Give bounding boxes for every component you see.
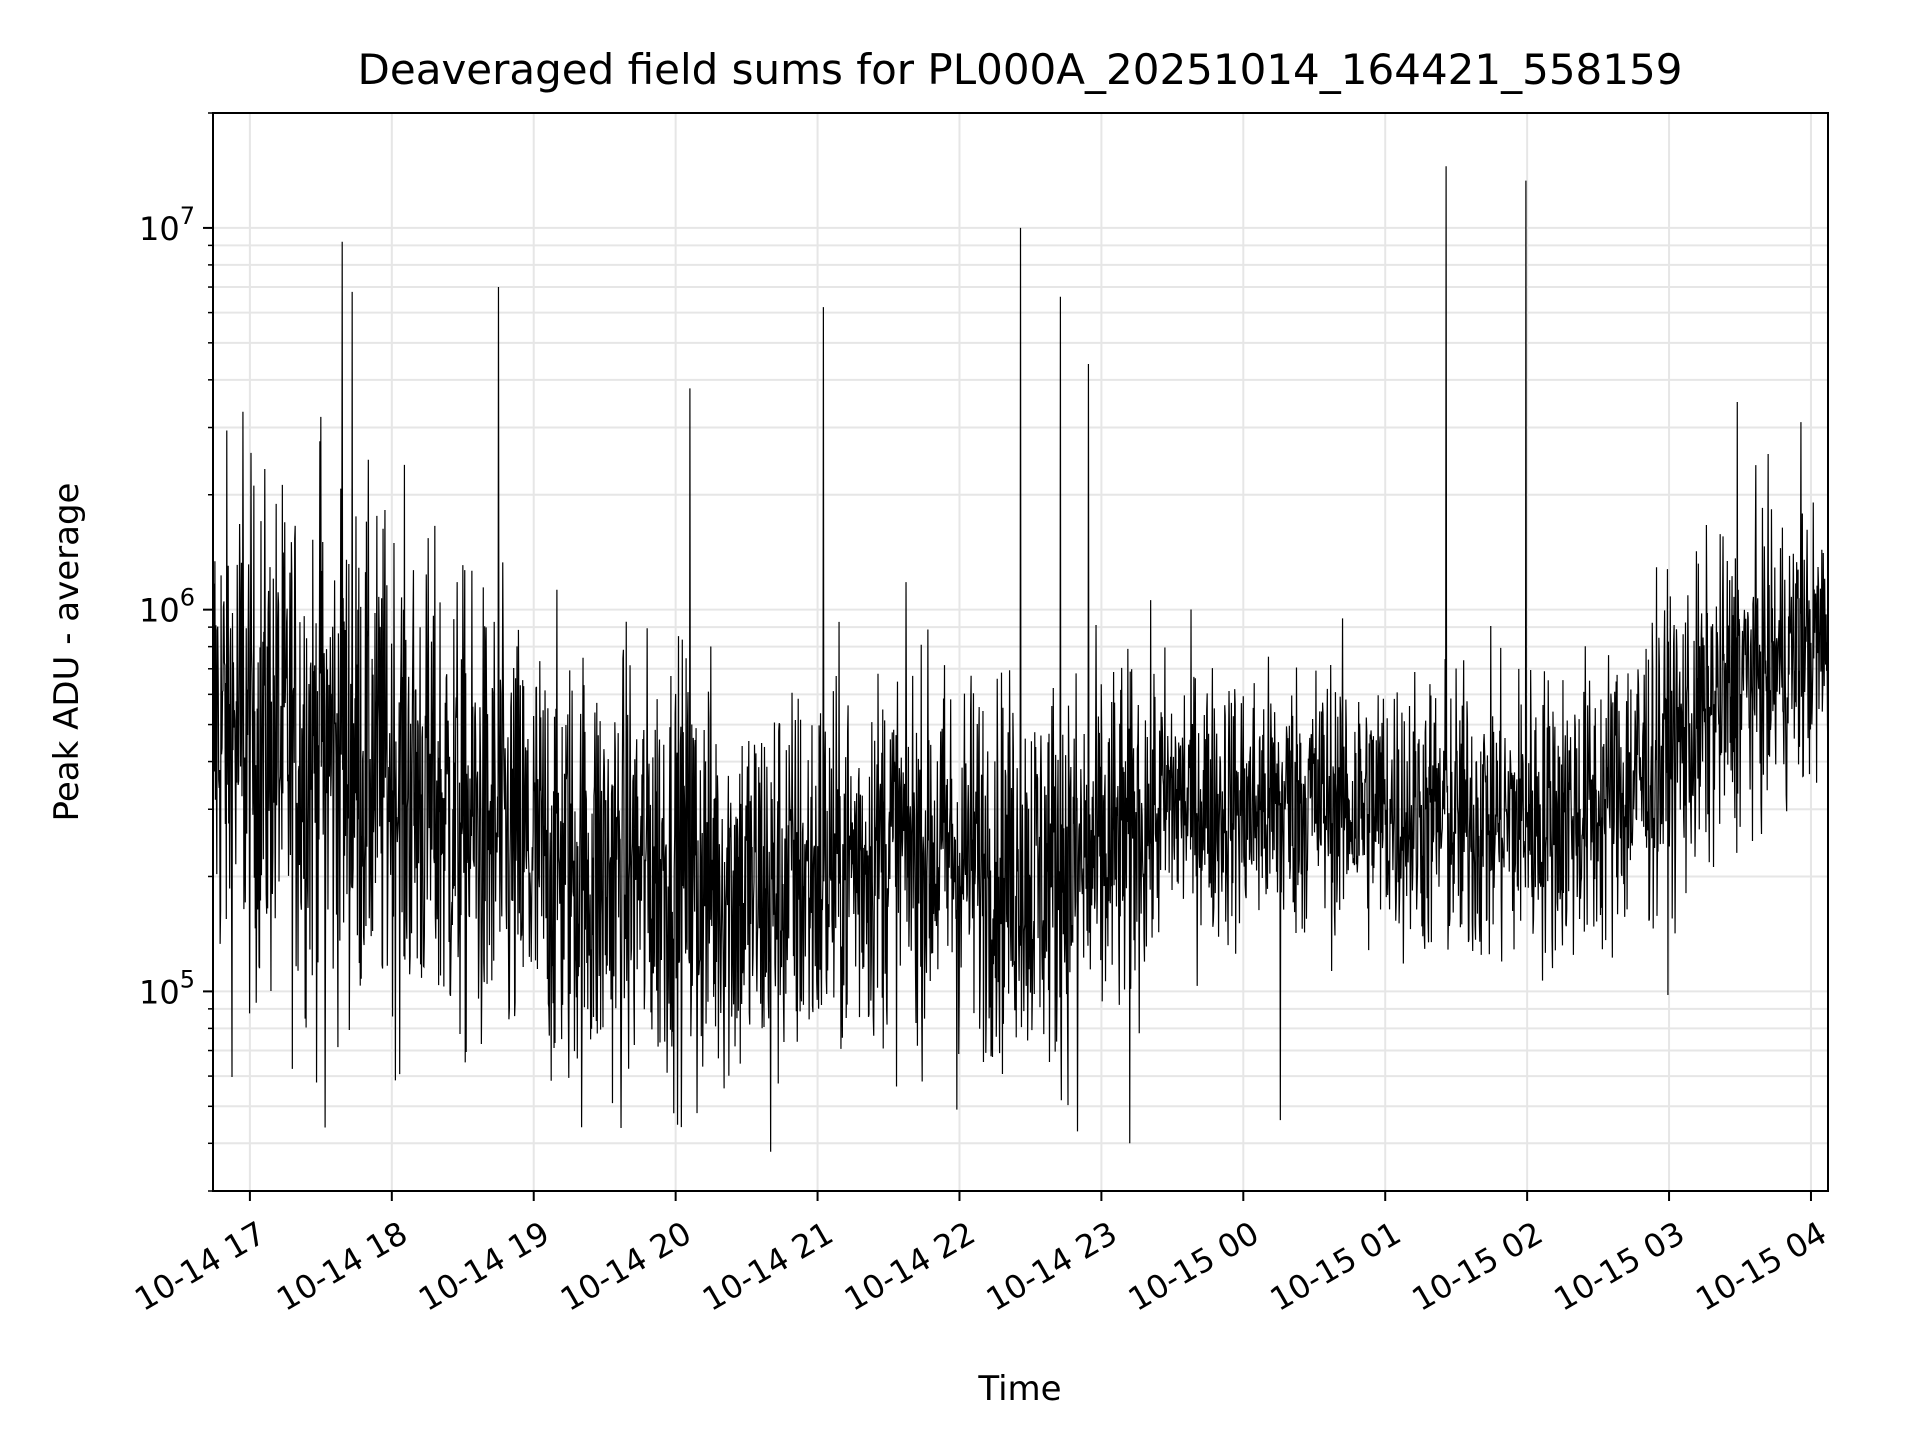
y-tick-label: 106: [139, 584, 195, 630]
chart-title: Deaveraged field sums for PL000A_2025101…: [358, 45, 1683, 94]
plot-area: [213, 166, 1828, 1152]
y-axis-label: Peak ADU - average: [47, 483, 87, 822]
x-tick-label: 10-15 04: [1689, 1214, 1833, 1319]
x-tick-label: 10-15 03: [1547, 1214, 1691, 1319]
x-tick-label: 10-14 19: [412, 1214, 556, 1319]
y-tick-label-exponent: 7: [180, 202, 195, 230]
y-tick-label-exponent: 6: [180, 584, 195, 612]
x-tick-label: 10-14 20: [554, 1214, 698, 1319]
y-tick-label: 107: [139, 202, 195, 248]
y-tick-label-base: 10: [139, 973, 180, 1011]
y-tick-label-base: 10: [139, 592, 180, 630]
y-tick-label: 105: [139, 965, 195, 1011]
x-tick-label: 10-14 21: [696, 1214, 840, 1319]
x-tick-label: 10-15 01: [1264, 1214, 1408, 1319]
series-line: [213, 166, 1828, 1152]
x-tick-label: 10-14 22: [838, 1214, 982, 1319]
x-tick-label: 10-14 23: [980, 1214, 1124, 1319]
y-tick-label-base: 10: [139, 210, 180, 248]
x-tick-label: 10-15 00: [1122, 1214, 1266, 1319]
x-tick-label: 10-15 02: [1406, 1214, 1550, 1319]
x-axis-label: Time: [977, 1369, 1061, 1409]
x-tick-label: 10-14 18: [270, 1214, 414, 1319]
x-tick-label: 10-14 17: [128, 1214, 272, 1319]
y-tick-label-exponent: 5: [180, 965, 195, 993]
plot-frame: [212, 112, 1829, 1192]
